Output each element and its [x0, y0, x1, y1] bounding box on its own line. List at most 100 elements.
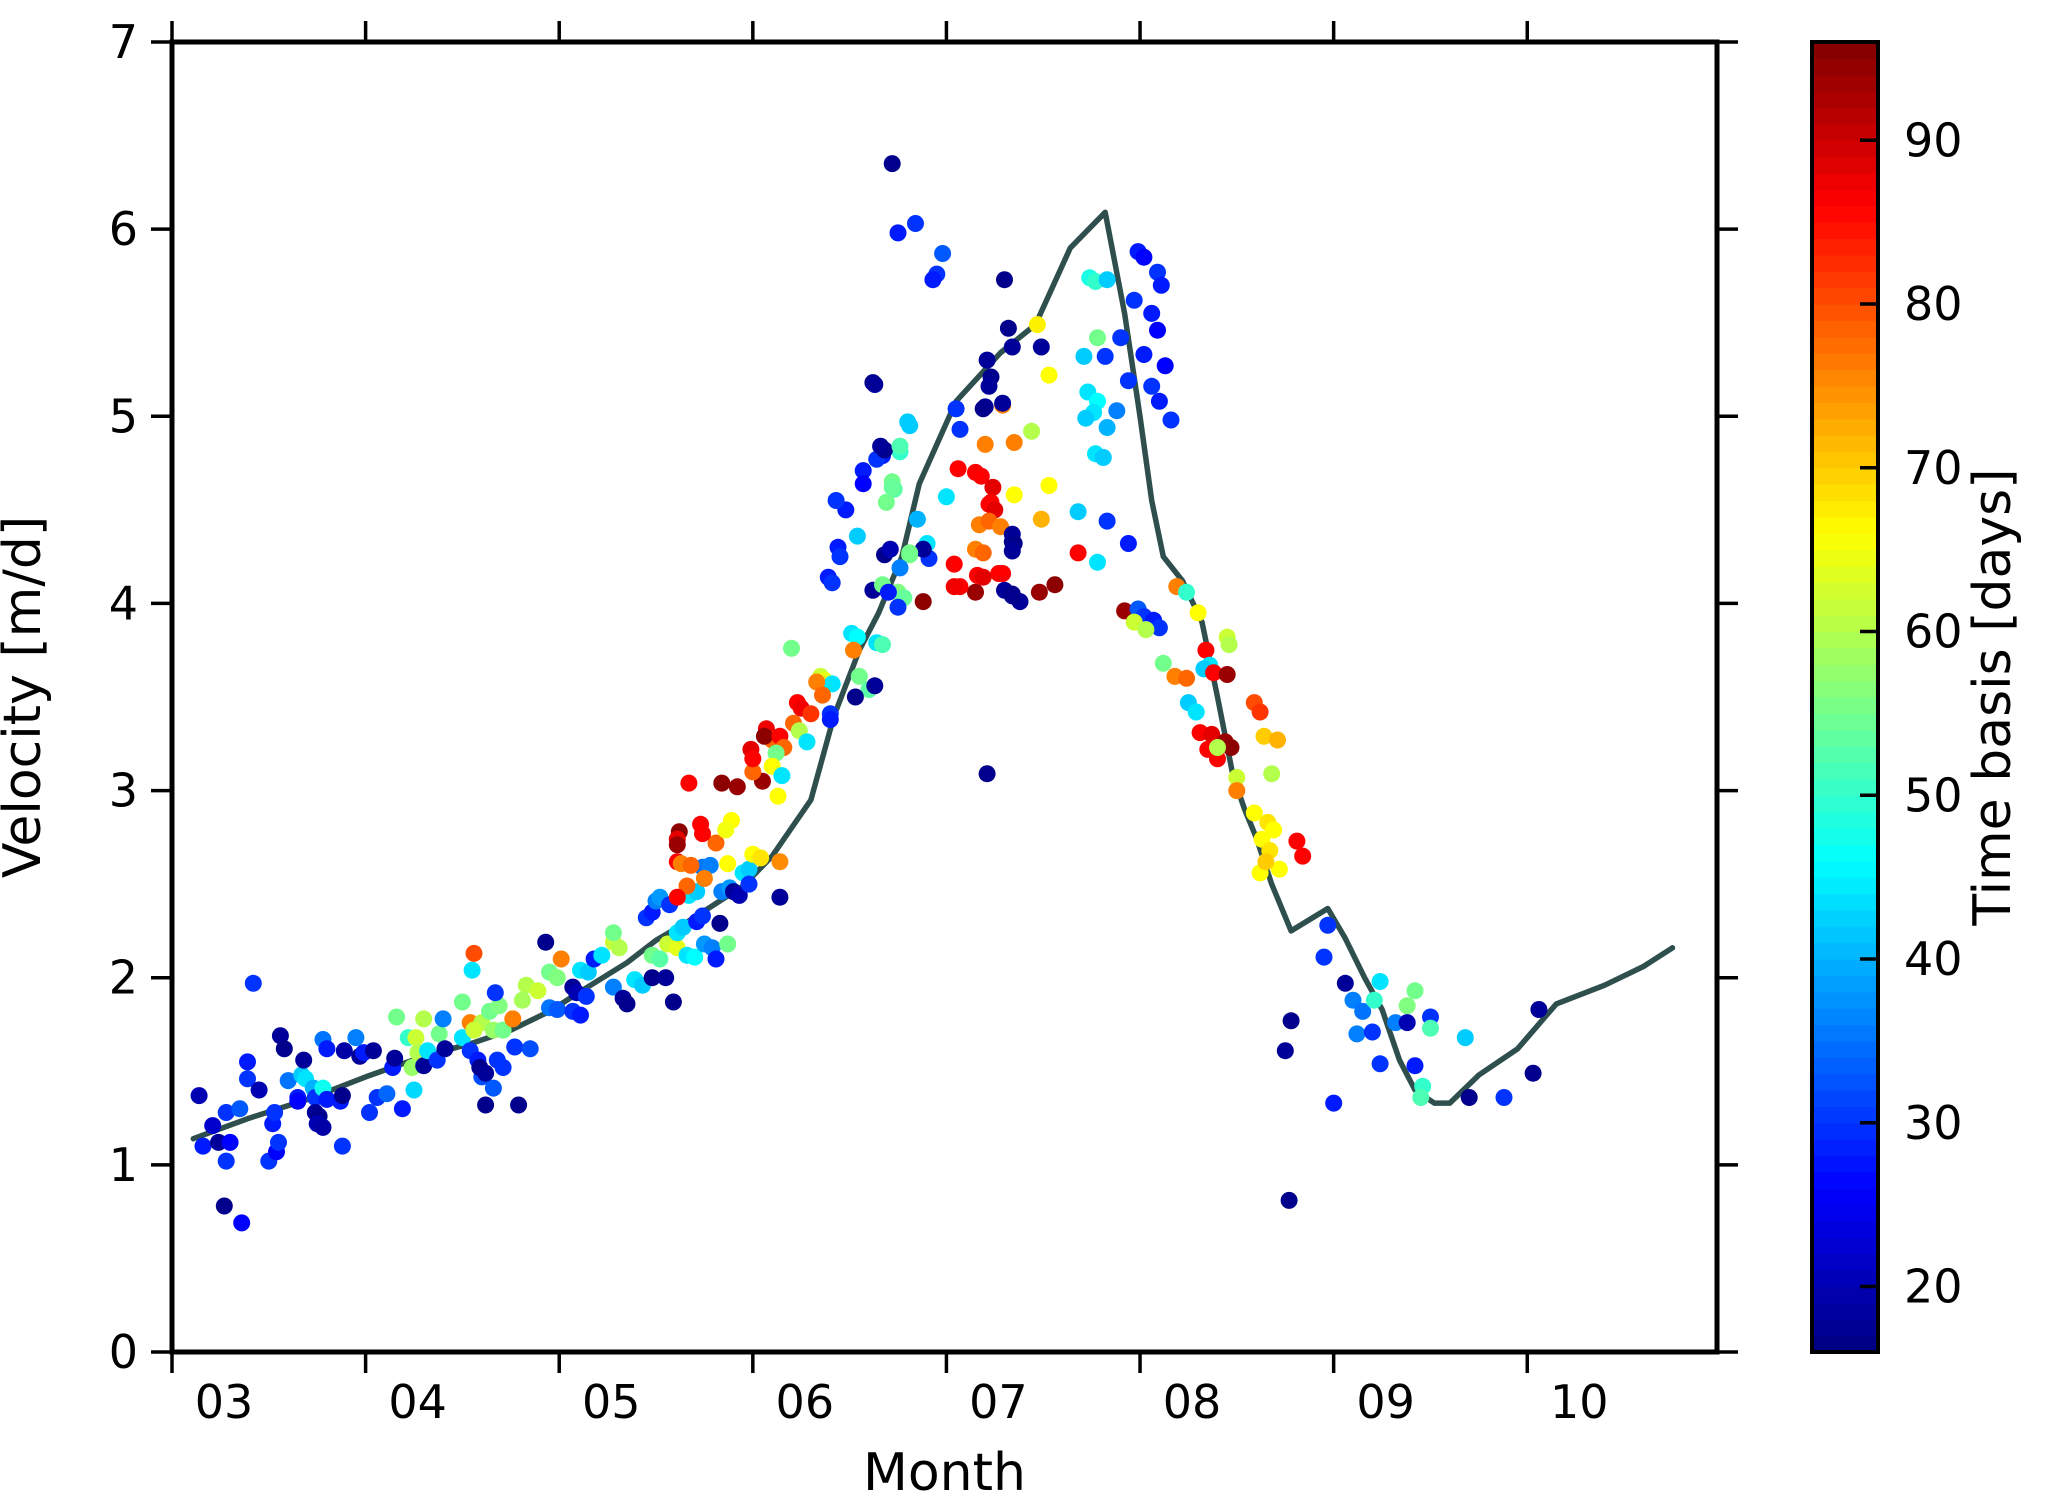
data-point — [976, 435, 994, 453]
colorbar-step — [1812, 238, 1878, 256]
colorbar-step — [1812, 1139, 1878, 1157]
data-point — [1319, 916, 1337, 934]
colorbar-tick-label: 20 — [1904, 1260, 1963, 1314]
data-point — [1263, 765, 1281, 783]
data-point — [664, 993, 682, 1011]
colorbar-step — [1812, 402, 1878, 420]
colorbar-step — [1812, 1237, 1878, 1255]
data-point — [1075, 347, 1093, 365]
data-point — [1150, 619, 1168, 637]
colorbar-step — [1812, 991, 1878, 1009]
data-point — [1187, 703, 1205, 721]
data-point — [951, 420, 969, 438]
data-point — [1003, 338, 1021, 356]
data-point — [1032, 510, 1050, 528]
data-point — [978, 765, 996, 783]
data-point — [270, 1133, 287, 1151]
data-point — [1023, 422, 1041, 440]
x-tick-label: 07 — [969, 1375, 1028, 1429]
colorbar-step — [1812, 811, 1878, 829]
data-point — [744, 763, 762, 781]
colorbar-step — [1812, 42, 1878, 59]
data-point — [1150, 392, 1168, 410]
data-point — [430, 1025, 448, 1043]
data-point — [967, 463, 984, 481]
colorbar-step — [1812, 1270, 1878, 1288]
colorbar-step — [1812, 746, 1878, 764]
colorbar-tick-label: 50 — [1904, 768, 1963, 822]
data-point — [577, 987, 595, 1005]
data-point — [682, 856, 700, 874]
data-point — [239, 1070, 256, 1088]
data-point — [1530, 1001, 1548, 1018]
colorbar-step — [1812, 1253, 1878, 1271]
data-point — [361, 1104, 378, 1121]
data-point — [889, 224, 907, 242]
data-point — [845, 641, 862, 659]
colorbar-step — [1812, 1204, 1878, 1222]
colorbar-step — [1812, 1090, 1878, 1107]
data-point — [333, 1137, 351, 1155]
colorbar-step — [1812, 942, 1878, 960]
colorbar-step — [1812, 467, 1878, 485]
data-point — [974, 400, 992, 418]
data-point — [891, 437, 909, 455]
data-point — [465, 944, 483, 962]
y-tick-label: 1 — [109, 1138, 138, 1192]
data-point — [678, 877, 696, 895]
data-point — [967, 583, 984, 601]
data-point — [436, 1040, 454, 1058]
data-point — [680, 774, 698, 792]
data-point — [771, 888, 789, 906]
colorbar-step — [1812, 418, 1878, 436]
colorbar-step — [1812, 435, 1878, 452]
data-point — [674, 918, 692, 936]
colorbar-step — [1812, 893, 1878, 911]
plot-frame — [169, 39, 1720, 1355]
data-point — [1282, 1012, 1300, 1030]
data-point — [1098, 271, 1116, 289]
colorbar-step — [1812, 549, 1878, 567]
colorbar-step — [1812, 713, 1878, 731]
data-point — [194, 1137, 212, 1155]
data-point — [504, 1010, 522, 1028]
data-point — [494, 1059, 512, 1076]
colorbar-step — [1812, 189, 1878, 207]
colorbar-step — [1812, 500, 1878, 518]
data-point — [604, 924, 622, 942]
data-point — [1270, 860, 1288, 878]
y-tick-label: 5 — [109, 389, 138, 443]
data-point — [1135, 346, 1153, 363]
data-point — [1228, 782, 1246, 800]
data-point — [318, 1040, 336, 1058]
data-point — [994, 394, 1012, 412]
data-point — [945, 555, 963, 573]
data-point — [1089, 553, 1106, 571]
data-point — [798, 733, 816, 751]
data-point — [1276, 1042, 1294, 1060]
colorbar-step — [1812, 91, 1878, 109]
colorbar-step — [1812, 1024, 1878, 1042]
data-point — [1152, 276, 1170, 294]
y-tick-label: 4 — [109, 576, 138, 630]
data-point — [728, 778, 746, 796]
data-point — [453, 993, 471, 1011]
colorbar-step — [1812, 566, 1878, 583]
data-point — [415, 1010, 433, 1028]
data-point — [1119, 535, 1137, 552]
data-point — [1030, 583, 1048, 601]
colorbar-step — [1812, 795, 1878, 813]
y-tick-label: 7 — [109, 15, 138, 69]
data-point — [1265, 821, 1283, 839]
data-point — [1108, 402, 1126, 420]
data-point — [434, 1010, 452, 1028]
data-point — [668, 888, 686, 906]
colorbar-tick-label: 60 — [1904, 605, 1963, 659]
data-point — [1189, 604, 1207, 622]
data-point — [994, 565, 1012, 582]
data-point — [914, 593, 932, 611]
data-point — [924, 271, 942, 289]
colorbar-step — [1812, 222, 1878, 240]
data-point — [231, 1100, 249, 1118]
data-point — [1325, 1094, 1343, 1112]
